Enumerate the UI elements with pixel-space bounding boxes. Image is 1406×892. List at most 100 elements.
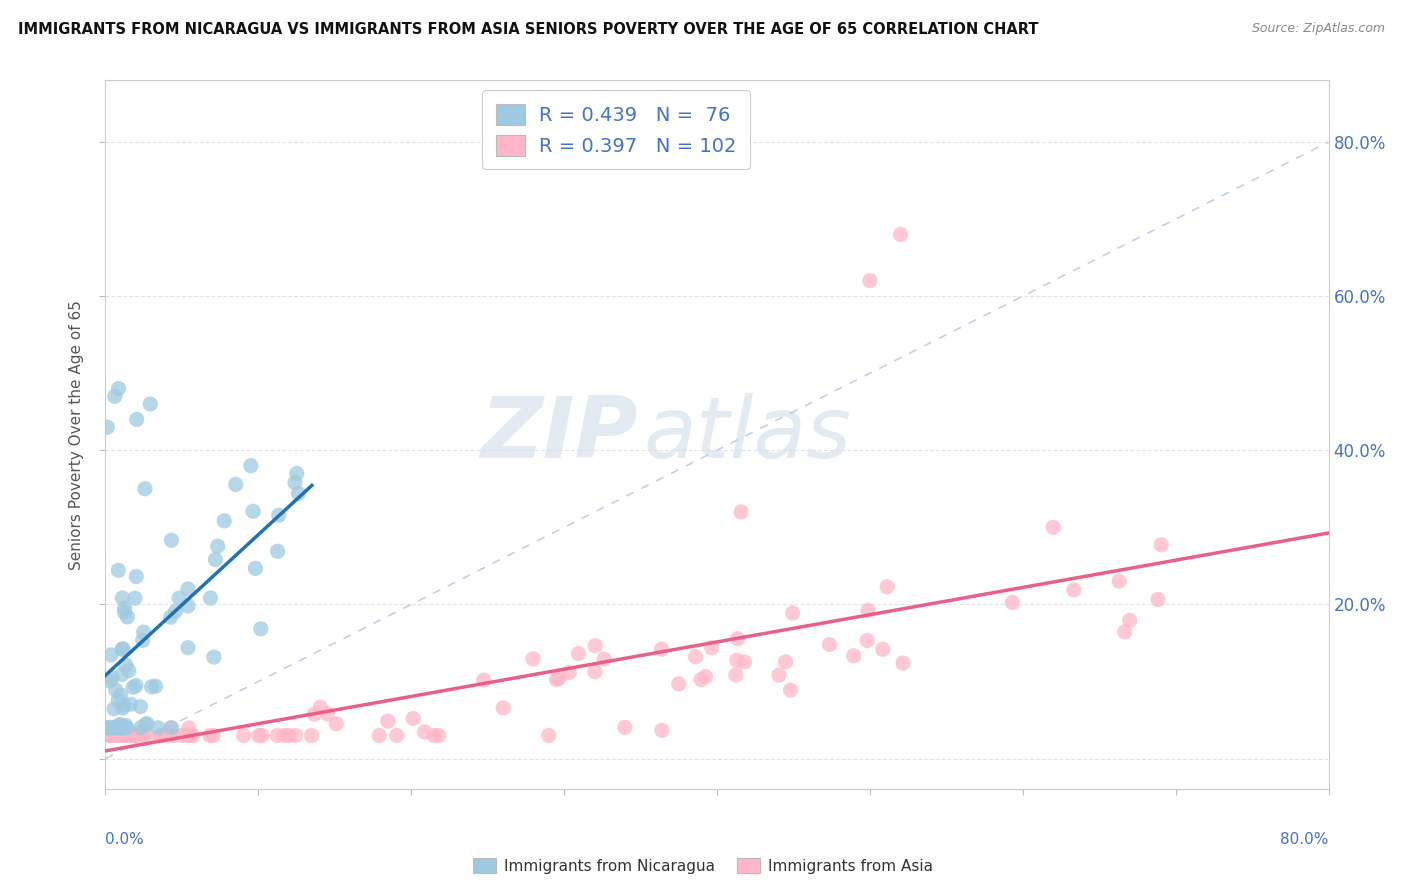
Point	[170, 729, 193, 743]
Point	[413, 725, 436, 739]
Point	[156, 729, 179, 743]
Point	[377, 714, 399, 728]
Point	[124, 729, 146, 743]
Point	[115, 729, 138, 743]
Point	[149, 729, 172, 743]
Point	[273, 729, 295, 743]
Point	[149, 729, 172, 743]
Point	[198, 729, 221, 743]
Point	[149, 729, 172, 743]
Point	[124, 729, 146, 743]
Text: ZIP: ZIP	[479, 393, 637, 476]
Point	[287, 486, 309, 500]
Point	[111, 642, 134, 657]
Text: Source: ZipAtlas.com: Source: ZipAtlas.com	[1251, 22, 1385, 36]
Point	[309, 700, 332, 714]
Point	[135, 717, 157, 731]
Point	[176, 729, 198, 743]
Point	[1108, 574, 1130, 589]
Point	[548, 672, 571, 686]
Point	[114, 718, 136, 732]
Point	[700, 640, 723, 655]
Point	[245, 561, 267, 575]
Point	[131, 727, 153, 741]
Point	[111, 667, 134, 681]
Point	[122, 681, 145, 695]
Point	[105, 729, 128, 743]
Point	[546, 673, 568, 687]
Point	[96, 721, 118, 735]
Point	[107, 729, 129, 743]
Y-axis label: Seniors Poverty Over the Age of 65: Seniors Poverty Over the Age of 65	[69, 300, 84, 570]
Point	[177, 599, 200, 613]
Point	[104, 683, 127, 698]
Point	[129, 699, 152, 714]
Point	[872, 642, 894, 657]
Point	[118, 664, 141, 678]
Point	[115, 721, 138, 735]
Point	[128, 726, 150, 740]
Point	[856, 633, 879, 648]
Point	[108, 718, 131, 732]
Point	[103, 721, 125, 735]
Point	[110, 721, 132, 735]
Point	[842, 648, 865, 663]
Point	[104, 729, 127, 743]
Point	[284, 729, 307, 743]
Point	[101, 721, 124, 735]
Text: 0.0%: 0.0%	[105, 832, 145, 847]
Point	[522, 652, 544, 666]
Point	[316, 706, 339, 721]
Point	[204, 552, 226, 566]
Point	[110, 688, 132, 702]
Point	[177, 640, 200, 655]
Point	[225, 477, 247, 491]
Point	[98, 729, 121, 743]
Point	[111, 729, 134, 743]
Point	[727, 632, 749, 646]
Point	[107, 721, 129, 735]
Point	[107, 721, 129, 735]
Point	[492, 701, 515, 715]
Point	[114, 601, 136, 615]
Point	[159, 610, 181, 624]
Point	[1114, 624, 1136, 639]
Point	[266, 729, 288, 743]
Point	[200, 591, 222, 605]
Point	[685, 649, 707, 664]
Point	[247, 729, 270, 743]
Point	[775, 655, 797, 669]
Point	[111, 701, 134, 715]
Point	[427, 729, 450, 743]
Point	[159, 729, 181, 743]
Point	[284, 475, 307, 490]
Point	[134, 482, 156, 496]
Point	[167, 591, 190, 606]
Point	[876, 580, 898, 594]
Point	[125, 569, 148, 583]
Point	[325, 716, 347, 731]
Point	[129, 721, 152, 735]
Point	[108, 717, 131, 731]
Point	[202, 650, 225, 665]
Point	[112, 698, 135, 712]
Point	[111, 591, 134, 605]
Point	[782, 606, 804, 620]
Point	[132, 625, 155, 640]
Point	[112, 642, 135, 657]
Point	[125, 679, 148, 693]
Point	[1147, 592, 1170, 607]
Point	[131, 633, 153, 648]
Point	[145, 679, 167, 693]
Point	[125, 412, 148, 426]
Point	[724, 668, 747, 682]
Point	[136, 729, 159, 743]
Point	[232, 729, 254, 743]
Point	[100, 729, 122, 743]
Point	[107, 563, 129, 577]
Text: atlas: atlas	[644, 393, 852, 476]
Point	[177, 582, 200, 596]
Point	[114, 605, 136, 619]
Point	[385, 729, 408, 743]
Point	[132, 729, 155, 743]
